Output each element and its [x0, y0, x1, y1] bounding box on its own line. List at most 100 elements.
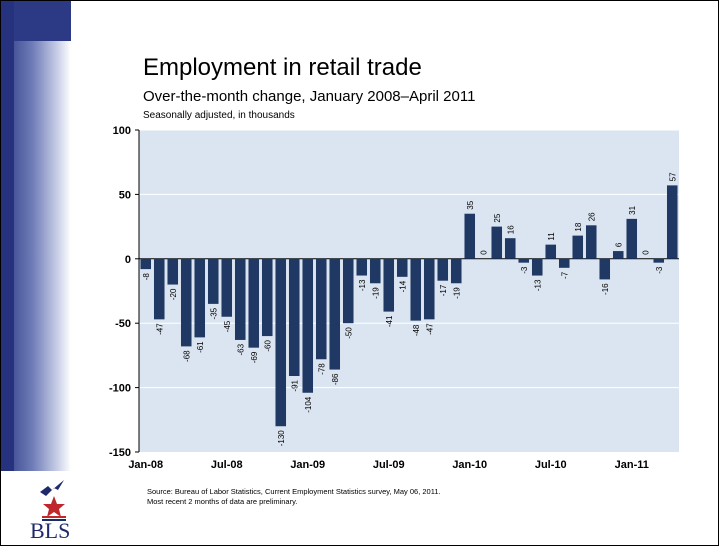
- bar-Oct-09: [423, 258, 435, 320]
- bar-Oct-08: [261, 258, 273, 337]
- source-note: Source: Bureau of Labor Statistics, Curr…: [147, 487, 441, 507]
- bar-chart: 100 50 0 -50 -100 -150 -8 -47 -20 -68 -61 -35 -45 -63…: [109, 125, 679, 471]
- data-label-Jun-09: -19: [371, 287, 380, 299]
- data-label-Jun-08: -35: [209, 307, 218, 319]
- stripe-1: [42, 516, 66, 518]
- bls-logo-icon: [40, 480, 66, 521]
- data-label-Jul-09: -41: [385, 315, 394, 327]
- x-tick-label: Jan-10: [452, 459, 487, 471]
- data-label-Dec-10: 6: [614, 242, 623, 247]
- y-tick-label: -150: [109, 447, 131, 459]
- y-tick-label: -100: [109, 383, 131, 395]
- bls-logo-text: BLS: [30, 518, 71, 543]
- x-tick-label: Jul-08: [211, 459, 243, 471]
- data-label-Feb-08: -47: [155, 323, 164, 335]
- x-tick-label: Jan-09: [290, 459, 325, 471]
- x-tick-label: Jul-10: [535, 459, 567, 471]
- unit-note: Seasonally adjusted, in thousands: [143, 110, 295, 121]
- bar-Dec-10: [612, 251, 624, 259]
- data-label-Sep-08: -69: [250, 351, 259, 363]
- plot-area: [139, 130, 679, 452]
- data-label-Apr-08: -68: [182, 350, 191, 362]
- bar-Mar-10: [491, 226, 503, 259]
- y-tick-label: 50: [119, 189, 131, 201]
- eagle-icon: [40, 480, 64, 496]
- data-label-Apr-11: 57: [668, 172, 677, 181]
- bar-Jun-10: [531, 258, 543, 276]
- bar-May-09: [356, 258, 368, 276]
- data-label-Oct-08: -60: [263, 340, 272, 352]
- data-label-Jan-10: 35: [466, 200, 475, 209]
- bar-Feb-08: [153, 258, 165, 320]
- data-label-Sep-10: 18: [574, 222, 583, 231]
- bar-Nov-10: [599, 258, 611, 280]
- data-label-Mar-11: -3: [655, 266, 664, 274]
- bar-Apr-10: [504, 238, 516, 259]
- bar-Jan-10: [464, 213, 476, 259]
- x-tick-label: Jan-11: [615, 459, 649, 471]
- bar-Jul-10: [545, 244, 557, 259]
- bar-Oct-10: [585, 225, 597, 259]
- bar-May-10: [518, 258, 530, 263]
- data-label-Mar-08: -20: [169, 288, 178, 300]
- data-label-Feb-11: 0: [641, 250, 650, 255]
- stripe-2: [42, 519, 66, 521]
- y-tick-label: 100: [113, 125, 131, 137]
- chart-subtitle: Over-the-month change, January 2008–Apri…: [143, 88, 476, 105]
- source-line-2: Most recent 2 months of data are prelimi…: [147, 497, 298, 506]
- data-label-May-10: -3: [520, 266, 529, 274]
- data-label-Nov-10: -16: [601, 283, 610, 295]
- data-label-Jul-08: -45: [223, 320, 232, 332]
- bar-Sep-09: [410, 258, 422, 321]
- bar-Mar-08: [167, 258, 179, 285]
- data-label-Feb-10: 0: [479, 250, 488, 255]
- data-label-Jan-09: -104: [304, 396, 313, 413]
- data-label-Feb-09: -78: [317, 363, 326, 375]
- bar-Jul-08: [221, 258, 233, 317]
- bar-Mar-09: [329, 258, 341, 370]
- data-label-Aug-10: -7: [560, 271, 569, 279]
- bar-Sep-08: [248, 258, 260, 348]
- data-label-Dec-08: -91: [290, 379, 299, 391]
- x-tick-label: Jan-08: [128, 459, 163, 471]
- data-label-Nov-08: -130: [277, 430, 286, 447]
- data-label-Mar-09: -86: [331, 373, 340, 385]
- data-label-May-09: -13: [358, 279, 367, 291]
- data-label-Oct-09: -47: [425, 323, 434, 335]
- data-label-Jan-08: -8: [142, 273, 151, 281]
- bar-Jan-08: [140, 258, 152, 270]
- bar-May-08: [194, 258, 206, 338]
- bar-Nov-09: [437, 258, 449, 281]
- bar-Aug-08: [234, 258, 246, 340]
- data-label-Jun-10: -13: [533, 279, 542, 291]
- bar-Aug-10: [558, 258, 570, 268]
- bar-Feb-09: [315, 258, 327, 360]
- bar-Jun-08: [207, 258, 219, 304]
- bar-Apr-09: [342, 258, 354, 324]
- y-tick-label: 0: [125, 254, 131, 266]
- star-icon: [43, 496, 65, 517]
- data-label-Nov-09: -17: [439, 284, 448, 296]
- bar-Jun-09: [369, 258, 381, 284]
- data-label-Jan-11: 31: [628, 205, 637, 214]
- data-label-Mar-10: 25: [493, 213, 502, 222]
- data-label-Dec-09: -19: [452, 287, 461, 299]
- x-tick-label: Jul-09: [373, 459, 405, 471]
- data-label-Apr-10: 16: [506, 225, 515, 234]
- data-label-Oct-10: 26: [587, 212, 596, 221]
- side-bar-dark-stripe: [1, 1, 14, 471]
- data-label-May-08: -61: [196, 341, 205, 353]
- bar-Aug-09: [396, 258, 408, 277]
- bar-Apr-08: [180, 258, 192, 347]
- data-label-Aug-08: -63: [236, 343, 245, 355]
- bar-Sep-10: [572, 235, 584, 259]
- data-label-Jul-10: 11: [547, 232, 556, 241]
- bar-Apr-11: [666, 185, 678, 259]
- data-label-Aug-09: -14: [398, 280, 407, 292]
- data-label-Sep-09: -48: [412, 324, 421, 336]
- bar-Mar-11: [653, 258, 665, 263]
- bar-Jul-09: [383, 258, 395, 312]
- bar-Dec-08: [288, 258, 300, 377]
- source-line-1: Source: Bureau of Labor Statistics, Curr…: [147, 487, 441, 496]
- side-bar-top-block: [14, 1, 71, 41]
